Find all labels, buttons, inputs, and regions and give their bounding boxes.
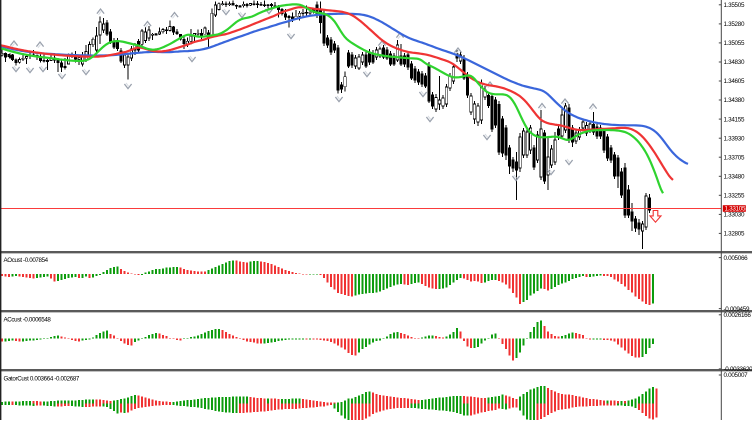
svg-text:1.35505: 1.35505 xyxy=(724,2,745,9)
svg-text:AOcust -0.007854: AOcust -0.007854 xyxy=(4,257,49,264)
svg-text:GatorCust 0.003664 -0.002687: GatorCust 0.003664 -0.002687 xyxy=(4,375,80,382)
svg-text:1.35055: 1.35055 xyxy=(724,40,745,47)
svg-text:1.33255: 1.33255 xyxy=(724,193,745,200)
svg-text:1.34380: 1.34380 xyxy=(724,97,745,104)
svg-text:1.35280: 1.35280 xyxy=(724,21,745,28)
svg-text:0.005066: 0.005066 xyxy=(724,255,749,262)
svg-text:1.34155: 1.34155 xyxy=(724,116,745,123)
svg-text:1.33930: 1.33930 xyxy=(724,135,745,142)
svg-text:0.005007: 0.005007 xyxy=(724,372,749,379)
svg-text:1.34830: 1.34830 xyxy=(724,59,745,66)
svg-text:1.33480: 1.33480 xyxy=(724,174,745,181)
svg-text:1.33105: 1.33105 xyxy=(725,206,746,213)
svg-text:ACcust -0.0006548: ACcust -0.0006548 xyxy=(4,316,52,323)
svg-text:1.34605: 1.34605 xyxy=(724,78,745,85)
svg-text:1.33705: 1.33705 xyxy=(724,154,745,161)
svg-text:1.32805: 1.32805 xyxy=(724,231,745,238)
svg-text:0.0026166: 0.0026166 xyxy=(724,312,752,319)
